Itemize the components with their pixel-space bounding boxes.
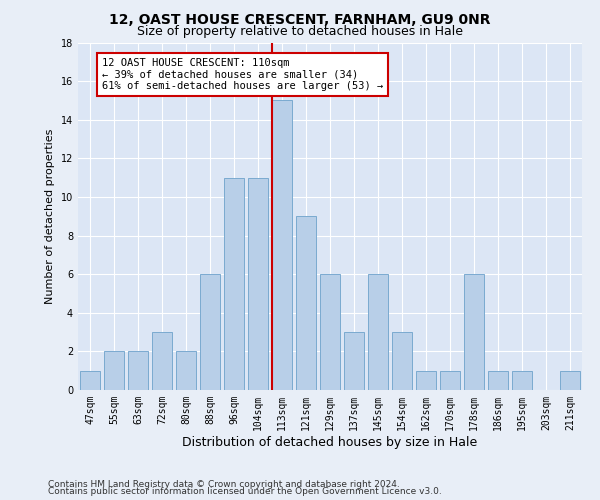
Bar	[80, 370, 100, 390]
Bar	[560, 370, 580, 390]
Bar	[368, 274, 388, 390]
Bar	[320, 274, 340, 390]
Bar	[464, 274, 484, 390]
Text: 12 OAST HOUSE CRESCENT: 110sqm
← 39% of detached houses are smaller (34)
61% of : 12 OAST HOUSE CRESCENT: 110sqm ← 39% of …	[102, 58, 383, 91]
Bar	[128, 352, 148, 390]
Bar	[344, 332, 364, 390]
Bar	[152, 332, 172, 390]
Text: Contains HM Land Registry data © Crown copyright and database right 2024.: Contains HM Land Registry data © Crown c…	[48, 480, 400, 489]
Bar	[296, 216, 316, 390]
Text: Contains public sector information licensed under the Open Government Licence v3: Contains public sector information licen…	[48, 487, 442, 496]
Bar	[224, 178, 244, 390]
Bar	[272, 100, 292, 390]
Bar	[392, 332, 412, 390]
Bar	[176, 352, 196, 390]
Text: Size of property relative to detached houses in Hale: Size of property relative to detached ho…	[137, 25, 463, 38]
Bar	[440, 370, 460, 390]
Y-axis label: Number of detached properties: Number of detached properties	[45, 128, 55, 304]
Bar	[416, 370, 436, 390]
X-axis label: Distribution of detached houses by size in Hale: Distribution of detached houses by size …	[182, 436, 478, 448]
Bar	[104, 352, 124, 390]
Bar	[200, 274, 220, 390]
Bar	[512, 370, 532, 390]
Bar	[248, 178, 268, 390]
Bar	[488, 370, 508, 390]
Text: 12, OAST HOUSE CRESCENT, FARNHAM, GU9 0NR: 12, OAST HOUSE CRESCENT, FARNHAM, GU9 0N…	[109, 12, 491, 26]
